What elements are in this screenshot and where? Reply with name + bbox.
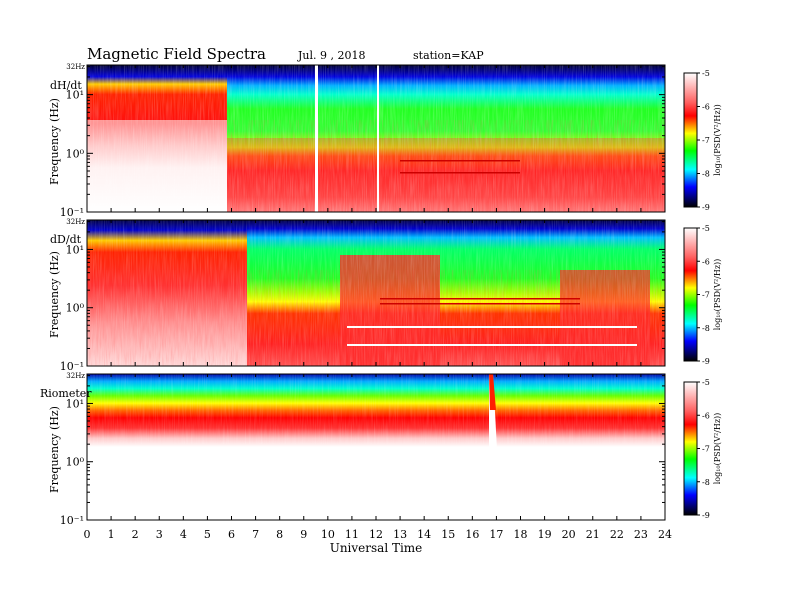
figure-title: Magnetic Field Spectra (87, 45, 266, 63)
y-tick-label: 10⁰ (66, 456, 85, 469)
colorbar-scale (683, 227, 698, 362)
x-tick-label: 18 (514, 528, 528, 541)
colorbar-label: log₁₀(PSD(V²/Hz)) (713, 259, 722, 331)
x-tick-label: 12 (369, 528, 383, 541)
y-top-label: 32Hz (66, 372, 85, 380)
x-tick-label: 24 (658, 528, 672, 541)
x-tick-label: 17 (489, 528, 503, 541)
x-tick-label: 19 (538, 528, 552, 541)
ylabel-riometer: Frequency (Hz) (48, 406, 61, 493)
x-tick-label: 4 (180, 528, 187, 541)
panel-label-dhdt: dH/dt (50, 79, 82, 92)
x-tick-label: 20 (562, 528, 576, 541)
y-tick-label: 10¹ (66, 89, 84, 102)
colorbar-scale (683, 381, 698, 516)
panel-label-dddt: dD/dt (50, 233, 82, 246)
x-tick-label: 10 (321, 528, 335, 541)
y-tick-label: 10⁰ (66, 302, 85, 315)
ylabel-dhdt: Frequency (Hz) (48, 98, 61, 185)
colorbar-tick-label: -5 (702, 378, 710, 387)
colorbar-tick-label: -9 (702, 511, 710, 520)
x-tick-label: 9 (300, 528, 307, 541)
x-tick-label: 21 (586, 528, 600, 541)
colorbar-tick-label: -7 (702, 291, 710, 300)
x-tick-label: 15 (441, 528, 455, 541)
x-tick-label: 11 (345, 528, 359, 541)
y-top-label: 32Hz (66, 218, 85, 226)
colorbar-tick-label: -5 (702, 69, 710, 78)
x-ticks: 0 1 2 3 4 5 6 7 8 9 10 11 12 13 14 15 16 17 18 19 20 21 22 23 24 (84, 65, 672, 541)
ylabel-dddt: Frequency (Hz) (48, 251, 61, 338)
panel-riometer-heatmap (87, 374, 665, 520)
colorbars: -5 -6 -7 -8 -9 log₁₀(PSD(V²/Hz)) -5 -6 -7 -8 -9 log… (683, 69, 722, 520)
x-tick-label: 22 (610, 528, 624, 541)
colorbar-tick-label: -7 (702, 445, 710, 454)
colorbar-tick-label: -9 (702, 357, 710, 366)
x-tick-label: 5 (204, 528, 211, 541)
colorbar-tick-label: -6 (702, 103, 710, 112)
x-tick-label: 3 (156, 528, 163, 541)
y-tick-label: 10¹ (66, 397, 84, 410)
x-tick-label: 6 (228, 528, 235, 541)
y-tick-label: 10⁻¹ (60, 360, 84, 373)
date-label: Jul. 9 , 2018 (297, 49, 366, 62)
x-tick-label: 16 (465, 528, 479, 541)
panel-dddt-heatmap (87, 220, 665, 366)
colorbar-tick-label: -8 (702, 478, 710, 487)
x-tick-label: 23 (634, 528, 648, 541)
colorbar-label: log₁₀(PSD(V²/Hz)) (713, 104, 722, 176)
y-tick-label: 10⁻¹ (60, 206, 84, 219)
x-tick-label: 1 (108, 528, 115, 541)
x-tick-label: 0 (84, 528, 91, 541)
colorbar-scale (683, 72, 698, 208)
x-tick-label: 8 (276, 528, 283, 541)
x-tick-label: 2 (132, 528, 139, 541)
colorbar-tick-label: -8 (702, 324, 710, 333)
y-tick-label: 10⁰ (66, 147, 85, 160)
colorbar-tick-label: -6 (702, 411, 710, 420)
panel-label-riometer: Riometer (40, 387, 92, 400)
colorbar-tick-label: -7 (702, 136, 710, 145)
x-axis-label: Universal Time (330, 541, 423, 555)
y-top-label: 32Hz (66, 63, 85, 71)
colorbar-tick-label: -5 (702, 224, 710, 233)
colorbar-tick-label: -9 (702, 203, 710, 212)
x-tick-label: 14 (417, 528, 431, 541)
x-tick-label: 13 (393, 528, 407, 541)
station-label: station=KAP (413, 49, 484, 62)
panel-dhdt-heatmap (87, 65, 665, 212)
colorbar-tick-label: -8 (702, 170, 710, 179)
colorbar-tick-label: -6 (702, 257, 710, 266)
y-tick-label: 10⁻¹ (60, 514, 84, 527)
colorbar-label: log₁₀(PSD(V²/Hz)) (713, 413, 722, 485)
y-tick-label: 10¹ (66, 243, 84, 256)
x-tick-label: 7 (252, 528, 259, 541)
